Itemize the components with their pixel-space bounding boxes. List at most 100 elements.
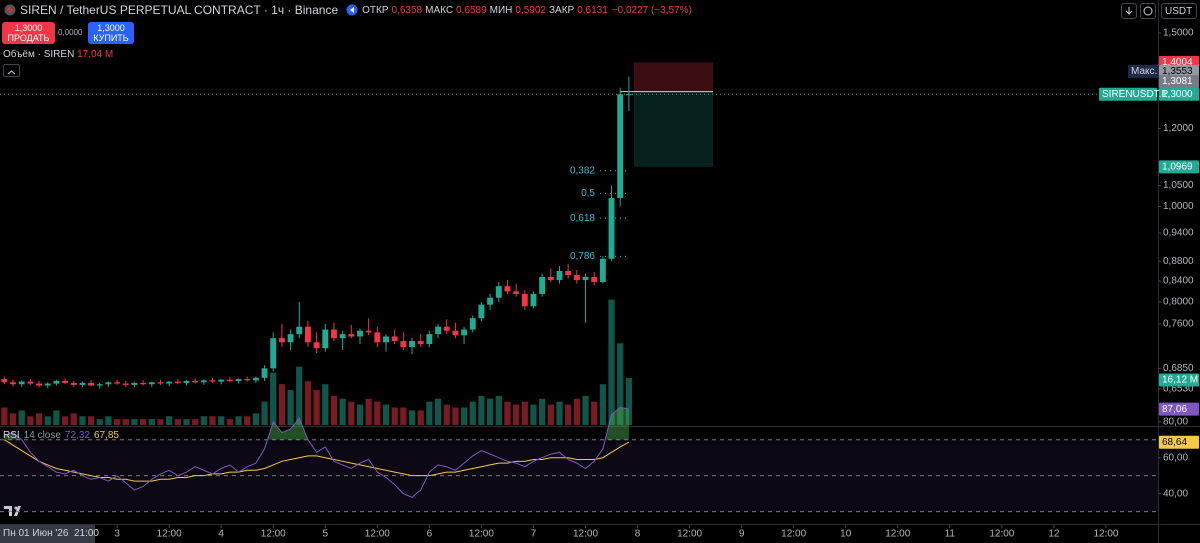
candle-body — [192, 380, 199, 383]
candle-body — [599, 258, 606, 283]
volume-bar — [469, 401, 476, 425]
y-tick-label: 0,8800 — [1163, 256, 1194, 267]
symbol-tag: SIRENUSDT.P — [1102, 89, 1168, 100]
refresh-button[interactable] — [1140, 3, 1156, 19]
volume-bar — [1, 407, 8, 425]
candle-body — [400, 341, 407, 348]
sell-price: 1,3000 — [14, 23, 43, 33]
candle-body — [547, 277, 554, 281]
replay-icon[interactable] — [346, 4, 358, 16]
rsi-label: RSI — [3, 430, 20, 441]
volume-bar — [70, 413, 77, 425]
candle-body — [443, 326, 450, 331]
candle-body — [88, 382, 95, 386]
stop-tag: 1,4004 — [1162, 57, 1193, 68]
rsi-ma-value: 67,85 — [93, 430, 119, 441]
candle-body — [200, 380, 207, 383]
volume-bar — [417, 410, 424, 425]
max-name-bg — [1128, 64, 1158, 78]
candle-body — [556, 270, 563, 281]
candle-body — [96, 384, 103, 386]
y-tick-label: 0,8400 — [1163, 276, 1194, 287]
volume-bar — [486, 398, 494, 425]
volume-bar — [192, 419, 199, 425]
volume-bar — [356, 404, 364, 425]
volume-bar — [539, 398, 546, 425]
candle-body — [608, 198, 615, 259]
sell-button[interactable]: 1,3000 ПРОДАТЬ — [2, 22, 55, 44]
volume-bar — [287, 390, 294, 425]
volume-bar — [322, 384, 329, 425]
candle-body — [495, 286, 502, 298]
x-tick-label: 12:00 — [157, 529, 182, 540]
volume-bar — [87, 416, 95, 425]
volume-bar — [200, 416, 207, 425]
volume-bar — [218, 416, 225, 425]
candle-body — [183, 380, 190, 383]
candle-body — [617, 94, 624, 199]
volume-bar — [209, 416, 216, 425]
candle-body — [79, 382, 86, 385]
volume-legend: Объём · SIREN 17,04 M — [3, 49, 113, 60]
candle-body — [504, 286, 511, 292]
candle-body — [114, 382, 121, 384]
candle-body — [226, 379, 233, 381]
volume-bar — [434, 398, 442, 425]
volume-tag-bg — [1159, 373, 1199, 387]
volume-bar — [113, 419, 121, 425]
x-tick-label: 7 — [531, 529, 537, 540]
x-tick-label: 12:00 — [885, 529, 910, 540]
volume-bar — [105, 416, 112, 425]
volume-bar — [18, 410, 25, 425]
volume-bar — [625, 377, 632, 425]
buy-button[interactable]: 1,3000 КУПИТЬ — [88, 22, 134, 44]
volume-bar — [61, 416, 69, 425]
fib-label: 0,618 — [570, 213, 595, 224]
stat-value: 0,5902 — [515, 4, 546, 16]
candle-body — [461, 329, 468, 336]
volume-bar — [131, 419, 138, 425]
x-tick-label: 6 — [427, 529, 433, 540]
volume-bar — [148, 419, 155, 425]
x-tick-label: 12:00 — [469, 529, 494, 540]
candle-body — [244, 379, 251, 381]
candle-body — [62, 380, 69, 383]
volume-bar — [27, 416, 34, 425]
candle-body — [218, 379, 225, 382]
y-tick-label: 1,0000 — [1163, 201, 1194, 212]
candle-body — [539, 277, 546, 294]
currency-select[interactable]: USDT — [1161, 3, 1197, 19]
volume-bar — [547, 404, 554, 425]
buy-label: КУПИТЬ — [93, 33, 129, 43]
max-tag: 1,3553 — [1162, 66, 1193, 77]
stat-label: ЗАКР — [548, 4, 575, 16]
candle-body — [148, 382, 155, 385]
volume-bar — [226, 419, 233, 425]
y-tick-label: 1,0500 — [1163, 180, 1194, 191]
candle-body — [209, 380, 216, 382]
volume-bar — [261, 401, 268, 425]
candle-body — [565, 270, 572, 275]
candle-body — [374, 332, 381, 343]
volume-bar — [400, 407, 407, 425]
fib-label: 0,5 — [581, 188, 595, 199]
volume-bar — [296, 366, 303, 425]
spread: 0,0000 — [58, 28, 83, 37]
candle-body — [270, 338, 277, 369]
x-tick-label: 4 — [218, 529, 224, 540]
candle-body — [53, 380, 60, 384]
collapse-button[interactable] — [3, 64, 20, 77]
volume-bar — [365, 398, 372, 425]
rsi-tag-bg — [1159, 402, 1199, 416]
download-button[interactable] — [1121, 3, 1137, 19]
stat-value: 0,6589 — [456, 4, 487, 16]
y-tick-label: 80,00 — [1163, 416, 1188, 427]
candle-body — [296, 326, 303, 335]
rsi-line — [4, 406, 629, 498]
candle-body — [1, 379, 8, 383]
candle-body — [18, 381, 25, 385]
volume-bar — [382, 404, 390, 425]
symbol-title[interactable]: SIREN / TetherUS PERPETUAL CONTRACT · 1ч… — [20, 3, 339, 17]
last-price-tag-bg — [1159, 87, 1199, 101]
